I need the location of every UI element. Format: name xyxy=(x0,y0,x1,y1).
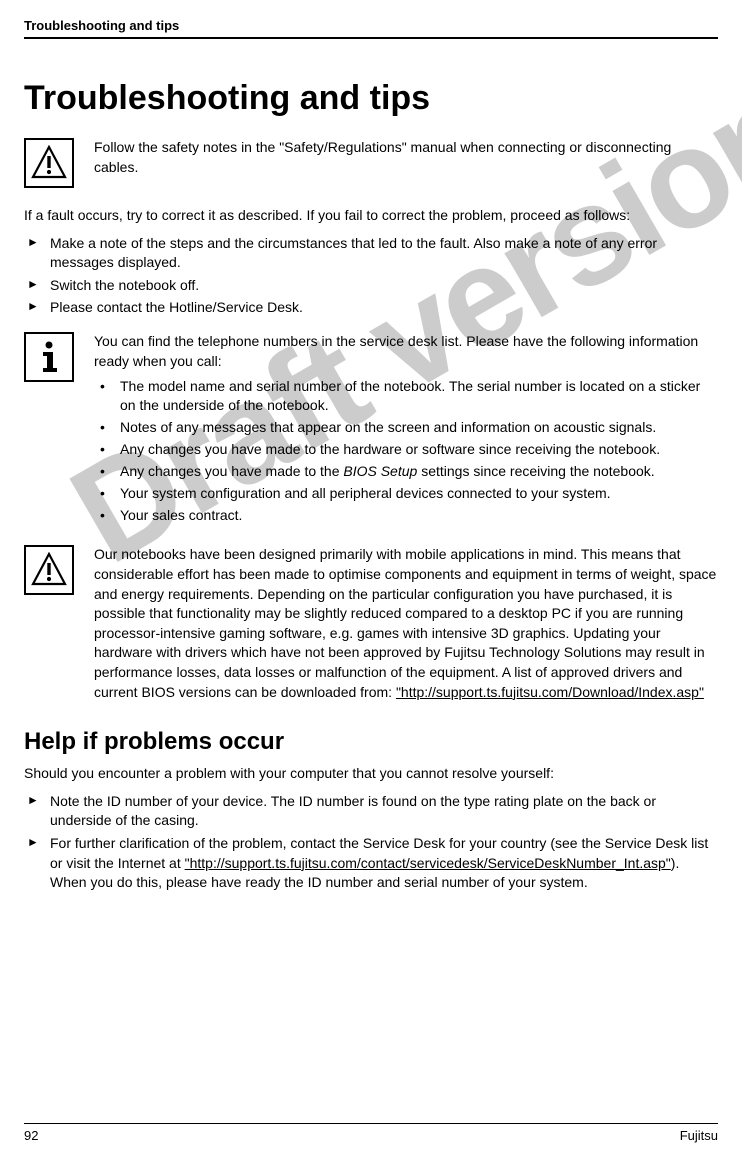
page-number: 92 xyxy=(24,1128,38,1143)
step-item: Make a note of the steps and the circums… xyxy=(24,234,718,273)
step-item: Switch the notebook off. xyxy=(24,276,718,296)
servicedesk-link[interactable]: "http://support.ts.fujitsu.com/contact/s… xyxy=(185,855,671,871)
warning-icon xyxy=(24,138,74,188)
warning-text-1: Follow the safety notes in the "Safety/R… xyxy=(94,138,718,177)
running-header: Troubleshooting and tips xyxy=(24,18,718,39)
warning-box-1: Follow the safety notes in the "Safety/R… xyxy=(24,138,718,188)
info-bullet-list: The model name and serial number of the … xyxy=(94,377,718,524)
download-link[interactable]: "http://support.ts.fujitsu.com/Download/… xyxy=(396,684,704,700)
warning-icon xyxy=(24,545,74,595)
info-item: Notes of any messages that appear on the… xyxy=(94,418,718,437)
steps-list-2: Note the ID number of your device. The I… xyxy=(24,792,718,893)
step-item: Please contact the Hotline/Service Desk. xyxy=(24,298,718,318)
section2-intro: Should you encounter a problem with your… xyxy=(24,764,718,784)
step-item: Note the ID number of your device. The I… xyxy=(24,792,718,831)
steps-list-1: Make a note of the steps and the circums… xyxy=(24,234,718,318)
info-icon xyxy=(24,332,74,382)
warning-box-2: Our notebooks have been designed primari… xyxy=(24,545,718,702)
info-item: Any changes you have made to the BIOS Se… xyxy=(94,462,718,481)
info-item: The model name and serial number of the … xyxy=(94,377,718,415)
page-footer: 92 Fujitsu xyxy=(24,1123,718,1143)
info-lead: You can find the telephone numbers in th… xyxy=(94,332,718,371)
info-box: You can find the telephone numbers in th… xyxy=(24,332,718,527)
info-item: Your sales contract. xyxy=(94,506,718,525)
info-item: Any changes you have made to the hardwar… xyxy=(94,440,718,459)
info-item: Your system configuration and all periph… xyxy=(94,484,718,503)
footer-brand: Fujitsu xyxy=(680,1128,718,1143)
intro-paragraph: If a fault occurs, try to correct it as … xyxy=(24,206,718,226)
warning-text-2: Our notebooks have been designed primari… xyxy=(94,545,718,702)
step-item: For further clarification of the problem… xyxy=(24,834,718,893)
page-title: Troubleshooting and tips xyxy=(24,79,718,118)
section-heading: Help if problems occur xyxy=(24,728,718,756)
